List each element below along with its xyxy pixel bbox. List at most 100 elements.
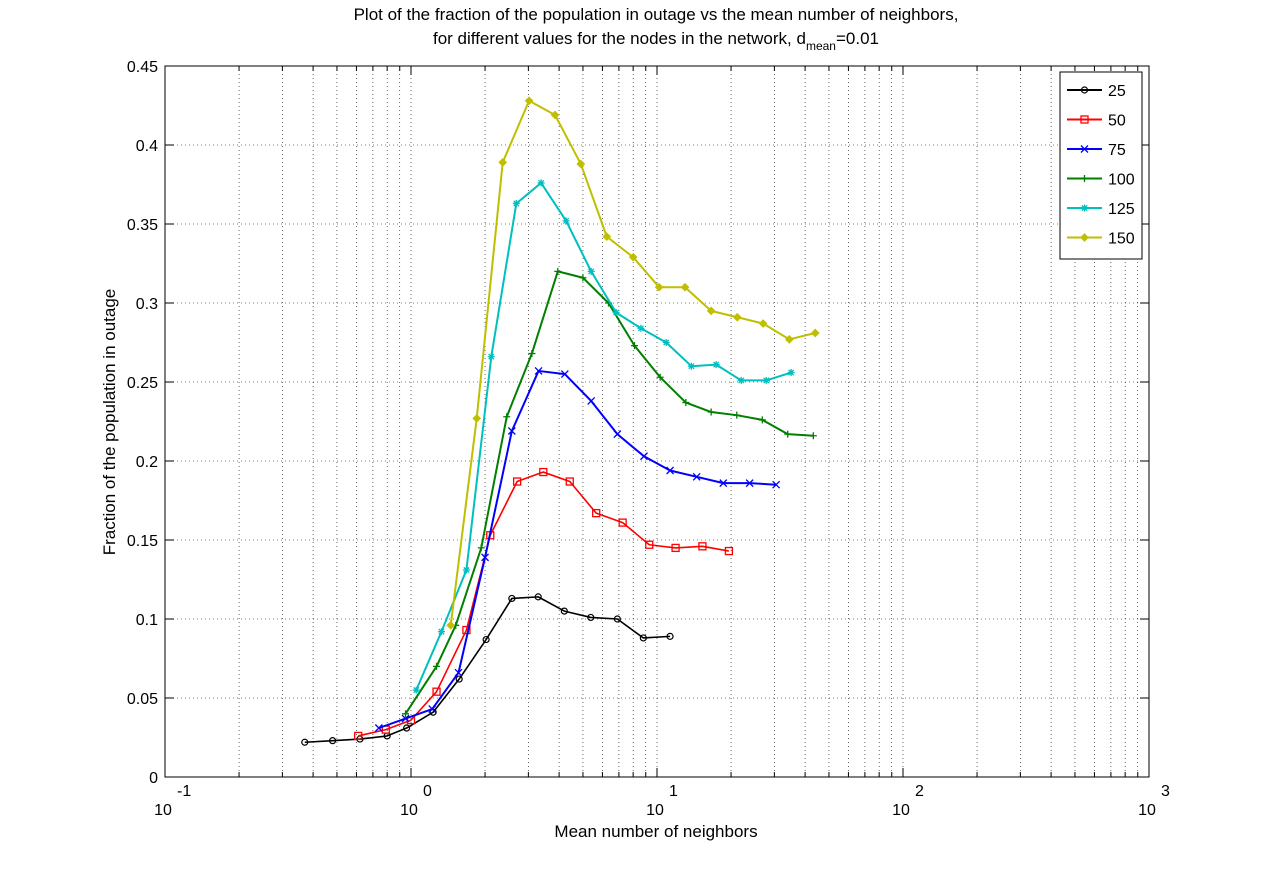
data-point-100 [758, 416, 766, 424]
data-point-75 [745, 479, 754, 488]
data-point-100 [733, 411, 741, 419]
legend-item-50: 50 [1067, 113, 1126, 130]
data-point-100 [503, 413, 511, 421]
data-point-150 [706, 306, 716, 316]
data-point-50 [354, 731, 363, 741]
data-point-25 [666, 632, 674, 640]
data-point-150 [628, 252, 638, 262]
chart-title-prefix: for different values for the nodes in th… [433, 29, 806, 48]
data-point-75 [481, 553, 490, 562]
data-point-150 [758, 319, 768, 328]
y-tick-label: 0.25 [127, 375, 158, 392]
data-point-25 [482, 635, 490, 644]
legend-item-25: 25 [1067, 83, 1126, 100]
legend-item-75: 75 [1067, 142, 1126, 159]
x-tick-label-exponent: 3 [1161, 783, 1170, 800]
x-tick-label-base: 10 [646, 802, 664, 819]
data-point-25 [639, 634, 647, 642]
data-point-150 [810, 328, 820, 338]
legend-marker [1080, 86, 1089, 94]
data-point-125 [437, 628, 445, 636]
x-tick-label-base: 10 [1138, 802, 1156, 819]
legend-label: 75 [1108, 142, 1126, 159]
data-point-100 [528, 350, 536, 358]
data-point-75 [587, 397, 596, 405]
data-point-75 [719, 479, 728, 488]
x-tick-label-base: 10 [154, 802, 172, 819]
data-point-125 [562, 217, 570, 225]
y-tick-label: 0.1 [136, 612, 158, 629]
legend-item-125: 125 [1067, 201, 1135, 218]
data-point-50 [645, 540, 654, 549]
data-point-100 [656, 373, 664, 381]
data-point-150 [524, 96, 534, 106]
y-tick-label: 0.05 [127, 691, 158, 708]
data-point-150 [602, 232, 612, 241]
x-tick-label-exponent: 1 [669, 783, 678, 800]
data-point-75 [666, 466, 675, 475]
data-point-150 [680, 282, 690, 292]
legend-item-150: 150 [1067, 231, 1135, 248]
data-point-125 [762, 376, 770, 384]
data-point-50 [432, 687, 441, 696]
data-point-25 [455, 675, 463, 683]
data-point-100 [554, 267, 562, 275]
data-point-150 [550, 110, 560, 120]
series-100 [402, 267, 817, 718]
legend-label: 125 [1108, 201, 1135, 218]
data-point-100 [630, 342, 638, 350]
data-point-75 [534, 366, 543, 375]
series-50 [354, 467, 734, 741]
data-point-25 [403, 724, 411, 732]
y-tick-label: 0.35 [127, 217, 158, 234]
data-point-75 [374, 724, 383, 732]
data-point-125 [737, 376, 745, 384]
data-point-100 [402, 710, 410, 718]
legend: 25 50 75 100 125 150 [1059, 71, 1143, 260]
y-tick-label: 0.4 [136, 138, 158, 155]
data-point-100 [477, 544, 485, 552]
data-point-150 [576, 159, 586, 169]
data-point-125 [787, 369, 795, 377]
x-tick-label-base: 10 [892, 802, 910, 819]
data-point-150 [498, 158, 508, 167]
data-point-125 [412, 686, 420, 694]
data-point-75 [772, 480, 781, 489]
chart-title-suffix: =0.01 [836, 29, 879, 48]
legend-marker [1080, 115, 1089, 124]
data-point-125 [462, 566, 470, 574]
data-point-125 [612, 308, 620, 316]
data-point-25 [301, 738, 309, 746]
y-tick-label: 0.45 [127, 59, 158, 76]
y-tick-label: 0.3 [136, 296, 158, 313]
data-point-25 [328, 737, 337, 745]
data-point-75 [560, 370, 569, 379]
data-point-150 [472, 413, 482, 423]
x-axis-title: Mean number of neighbors [554, 822, 757, 841]
data-point-75 [507, 427, 516, 435]
data-point-25 [508, 594, 516, 603]
data-point-50 [724, 546, 734, 556]
x-tick-label-exponent: -1 [177, 783, 191, 800]
chart-title-line1: Plot of the fraction of the population i… [354, 5, 959, 24]
data-point-50 [671, 543, 680, 553]
data-point-125 [587, 267, 595, 275]
chart-title-line2: for different values for the nodes in th… [433, 29, 879, 53]
data-point-50 [539, 467, 548, 477]
data-point-50 [698, 542, 707, 551]
data-point-50 [592, 508, 601, 518]
data-point-150 [446, 620, 456, 630]
data-point-100 [784, 430, 792, 438]
data-point-125 [537, 179, 545, 187]
chart-title-subscript: mean [806, 39, 836, 53]
series-25 [301, 593, 674, 746]
series-line-50 [358, 471, 730, 737]
data-point-75 [454, 668, 463, 677]
data-point-100 [809, 432, 817, 440]
data-point-50 [462, 625, 471, 635]
series-line-25 [304, 596, 671, 744]
series-75 [374, 366, 781, 732]
data-point-75 [428, 705, 437, 714]
